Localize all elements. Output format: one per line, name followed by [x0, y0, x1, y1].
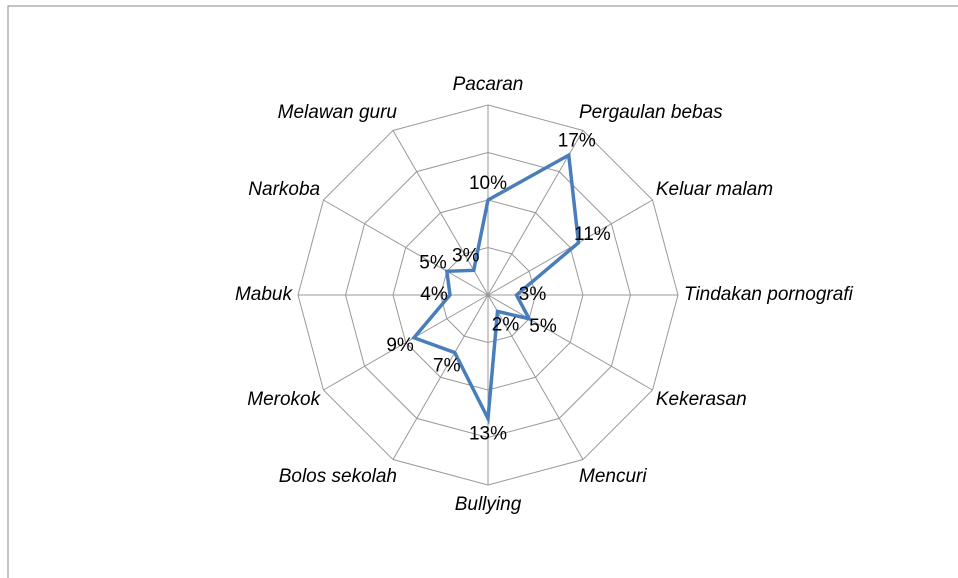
category-label: Keluar malam — [656, 179, 773, 200]
chart-frame — [7, 5, 958, 578]
spoke — [323, 199, 489, 296]
category-label: Merokok — [247, 389, 321, 410]
radar-line — [411, 152, 581, 425]
data-label: 5% — [529, 316, 557, 337]
spoke — [392, 294, 489, 460]
category-label: Pacaran — [453, 74, 524, 95]
data-label: 7% — [433, 355, 461, 376]
data-label: 5% — [419, 252, 447, 273]
data-label: 3% — [519, 284, 547, 305]
data-label: 11% — [574, 224, 611, 245]
category-label: Mencuri — [579, 466, 647, 487]
category-label: Pergaulan bebas — [579, 102, 723, 123]
data-label: 3% — [452, 245, 480, 266]
category-label: Bullying — [455, 494, 522, 515]
data-label: 9% — [386, 335, 414, 356]
spoke — [487, 294, 584, 460]
category-label: Mabuk — [235, 284, 294, 305]
category-label: Kekerasan — [656, 389, 747, 410]
spoke — [392, 130, 489, 296]
spoke — [323, 294, 489, 391]
category-label: Tindakan pornografi — [684, 284, 854, 305]
data-label: 17% — [558, 130, 596, 151]
data-label: 13% — [469, 424, 507, 445]
data-label: 4% — [420, 284, 448, 305]
category-label: Melawan guru — [278, 102, 398, 123]
category-label: Bolos sekolah — [279, 466, 397, 487]
category-label: Narkoba — [248, 179, 320, 200]
spoke — [487, 294, 653, 391]
data-label: 10% — [469, 173, 507, 194]
data-label: 2% — [492, 314, 520, 335]
